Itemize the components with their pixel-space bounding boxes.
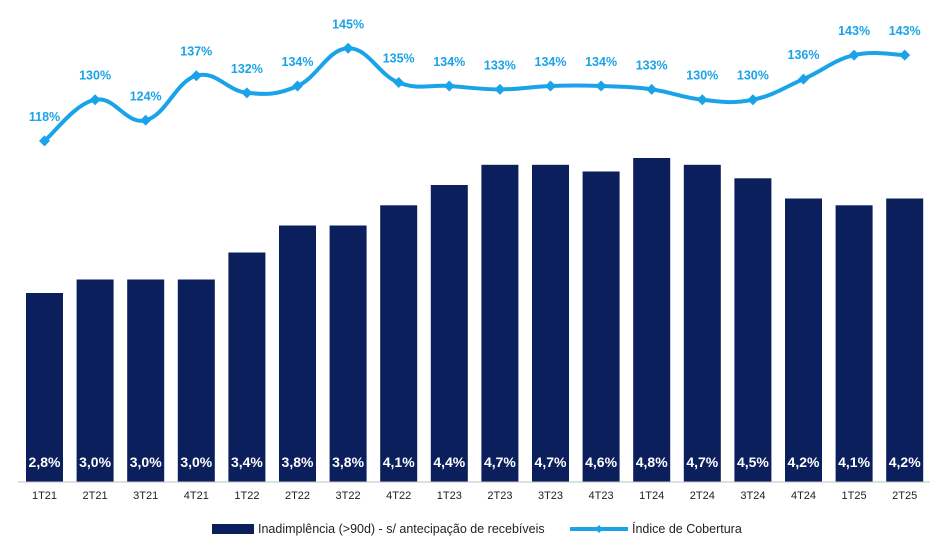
bar-4T22 bbox=[380, 205, 417, 482]
coverage-label-4T23: 134% bbox=[585, 55, 617, 69]
coverage-label-2T25: 143% bbox=[889, 24, 921, 38]
coverage-marker-1T22 bbox=[241, 87, 252, 98]
coverage-label-3T21: 124% bbox=[130, 89, 162, 103]
bar-label-4T24: 4,2% bbox=[788, 454, 820, 470]
bar-4T24 bbox=[785, 199, 822, 483]
bar-label-4T21: 3,0% bbox=[180, 454, 212, 470]
coverage-label-1T25: 143% bbox=[838, 24, 870, 38]
bar-label-1T24: 4,8% bbox=[636, 454, 668, 470]
coverage-line bbox=[45, 48, 905, 141]
coverage-marker-1T25 bbox=[849, 50, 860, 61]
coverage-label-4T22: 135% bbox=[383, 52, 415, 66]
bar-2T22 bbox=[279, 226, 316, 483]
x-tick-1T23: 1T23 bbox=[437, 490, 462, 502]
coverage-label-2T22: 134% bbox=[282, 55, 314, 69]
coverage-marker-2T25 bbox=[899, 50, 910, 61]
x-tick-4T22: 4T22 bbox=[386, 490, 411, 502]
x-tick-2T22: 2T22 bbox=[285, 490, 310, 502]
coverage-marker-3T24 bbox=[747, 94, 758, 105]
coverage-marker-4T21 bbox=[191, 70, 202, 81]
bar-1T25 bbox=[836, 205, 873, 482]
line-series: 118% 130% 124% 137% 132% 134% 145% 135% 134% 133%… bbox=[29, 17, 921, 146]
bar-label-1T21: 2,8% bbox=[29, 454, 61, 470]
coverage-label-1T23: 134% bbox=[433, 55, 465, 69]
coverage-marker-2T21 bbox=[90, 94, 101, 105]
x-tick-2T24: 2T24 bbox=[690, 490, 715, 502]
coverage-label-3T22: 145% bbox=[332, 17, 364, 31]
x-tick-3T24: 3T24 bbox=[740, 490, 765, 502]
bar-3T23 bbox=[532, 165, 569, 482]
x-tick-4T23: 4T23 bbox=[589, 490, 614, 502]
coverage-marker-4T23 bbox=[596, 80, 607, 91]
bar-label-2T23: 4,7% bbox=[484, 454, 516, 470]
x-tick-1T22: 1T22 bbox=[234, 490, 259, 502]
coverage-marker-1T23 bbox=[444, 80, 455, 91]
coverage-label-2T21: 130% bbox=[79, 69, 111, 83]
x-tick-4T24: 4T24 bbox=[791, 490, 816, 502]
bar-label-4T22: 4,1% bbox=[383, 454, 415, 470]
coverage-label-1T21: 118% bbox=[29, 110, 60, 124]
bar-label-2T24: 4,7% bbox=[686, 454, 718, 470]
legend-line-marker bbox=[595, 525, 603, 533]
x-tick-3T21: 3T21 bbox=[133, 490, 158, 502]
bar-3T22 bbox=[330, 226, 367, 483]
x-tick-2T25: 2T25 bbox=[892, 490, 917, 502]
bar-label-1T25: 4,1% bbox=[838, 454, 870, 470]
bar-label-1T22: 3,4% bbox=[231, 454, 263, 470]
bar-1T22 bbox=[228, 253, 265, 483]
bar-2T24 bbox=[684, 165, 721, 482]
bar-label-3T22: 3,8% bbox=[332, 454, 364, 470]
coverage-marker-1T24 bbox=[646, 84, 657, 95]
bar-label-3T21: 3,0% bbox=[130, 454, 162, 470]
x-tick-3T22: 3T22 bbox=[336, 490, 361, 502]
x-tick-2T21: 2T21 bbox=[83, 490, 108, 502]
coverage-marker-2T23 bbox=[494, 84, 505, 95]
bar-3T21 bbox=[127, 280, 164, 483]
bar-2T23 bbox=[481, 165, 518, 482]
bar-label-2T22: 3,8% bbox=[282, 454, 314, 470]
x-axis-ticks: 1T21 2T21 3T21 4T21 1T22 2T22 3T22 4T22 1T23 2T23… bbox=[32, 490, 917, 502]
coverage-label-2T24: 130% bbox=[686, 69, 718, 83]
legend: Inadimplência (>90d) - s/ antecipação de… bbox=[212, 521, 742, 536]
bar-1T23 bbox=[431, 185, 468, 482]
bar-4T21 bbox=[178, 280, 215, 483]
coverage-label-1T22: 132% bbox=[231, 62, 263, 76]
coverage-marker-2T24 bbox=[697, 94, 708, 105]
bar-label-2T25: 4,2% bbox=[889, 454, 921, 470]
coverage-marker-3T22 bbox=[343, 43, 354, 54]
legend-bar-label: Inadimplência (>90d) - s/ antecipação de… bbox=[258, 522, 545, 536]
bar-3T24 bbox=[734, 178, 771, 482]
x-tick-4T21: 4T21 bbox=[184, 490, 209, 502]
coverage-label-3T24: 130% bbox=[737, 69, 769, 83]
x-tick-3T23: 3T23 bbox=[538, 490, 563, 502]
bar-series: 2,8% 3,0% 3,0% 3,0% 3,4% 3,8% 3,8% 4,1% 4,4% 4,7%… bbox=[26, 158, 923, 482]
coverage-marker-3T23 bbox=[545, 80, 556, 91]
coverage-label-4T24: 136% bbox=[788, 48, 820, 62]
bar-2T21 bbox=[77, 280, 114, 483]
x-tick-2T23: 2T23 bbox=[487, 490, 512, 502]
coverage-label-2T23: 133% bbox=[484, 58, 516, 72]
x-tick-1T25: 1T25 bbox=[842, 490, 867, 502]
legend-bar-swatch bbox=[212, 524, 254, 534]
chart: 2,8% 3,0% 3,0% 3,0% 3,4% 3,8% 3,8% 4,1% 4,4% 4,7%… bbox=[0, 0, 940, 546]
bar-4T23 bbox=[583, 172, 620, 483]
bar-label-2T21: 3,0% bbox=[79, 454, 111, 470]
bar-label-3T23: 4,7% bbox=[535, 454, 567, 470]
x-tick-1T24: 1T24 bbox=[639, 490, 664, 502]
coverage-label-1T24: 133% bbox=[636, 58, 668, 72]
coverage-label-3T23: 134% bbox=[535, 55, 567, 69]
legend-line-label: Índice de Cobertura bbox=[632, 521, 742, 536]
coverage-marker-3T21 bbox=[140, 115, 151, 126]
coverage-label-4T21: 137% bbox=[180, 45, 212, 59]
x-tick-1T21: 1T21 bbox=[32, 490, 57, 502]
bar-label-3T24: 4,5% bbox=[737, 454, 769, 470]
bar-label-4T23: 4,6% bbox=[585, 454, 617, 470]
bar-label-1T23: 4,4% bbox=[433, 454, 465, 470]
bar-1T24 bbox=[633, 158, 670, 482]
bar-2T25 bbox=[886, 199, 923, 483]
